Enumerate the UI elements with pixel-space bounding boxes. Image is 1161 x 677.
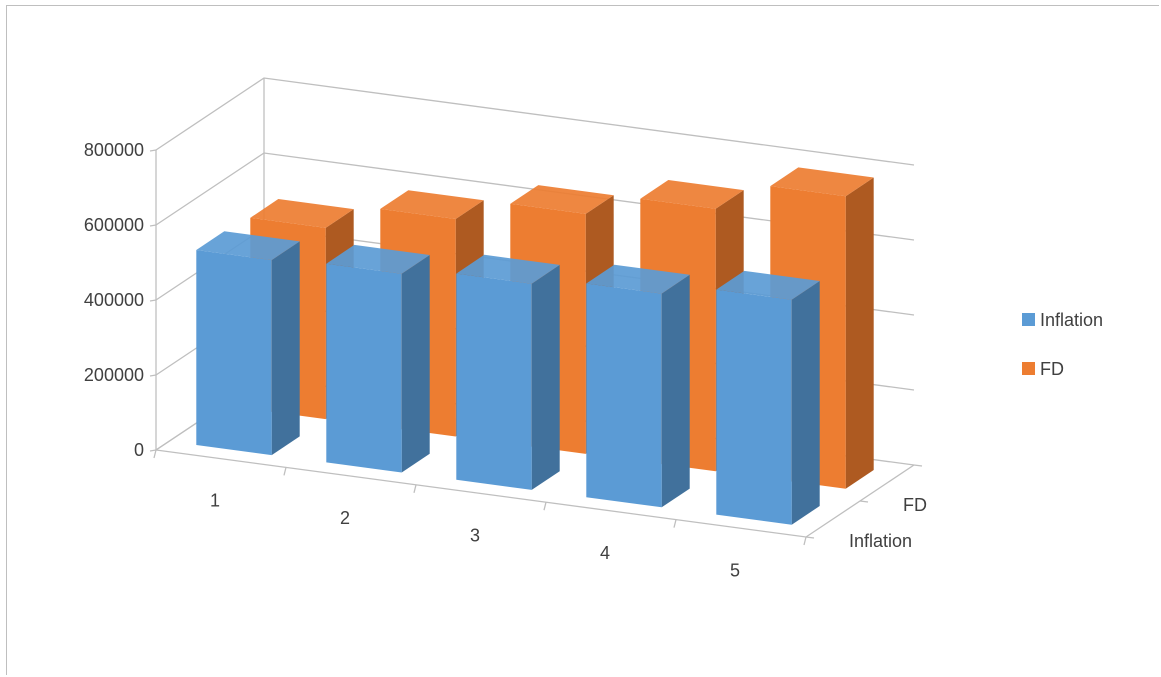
- bar-inflation-5: [716, 270, 820, 525]
- x-tick-mark: [673, 519, 677, 528]
- y-tick-mark: [149, 149, 157, 152]
- x-tick-mark: [413, 484, 417, 493]
- legend-label: Inflation: [1040, 310, 1103, 330]
- bar-inflation-4: [586, 264, 690, 508]
- x-tick-label: 4: [600, 543, 610, 563]
- x-axis-ticks: 1 2 3 4 5: [153, 449, 807, 580]
- y-axis-ticks: 0 200000 400000 600000 800000: [84, 140, 157, 460]
- depth-tick-label: Inflation: [849, 531, 912, 551]
- y-tick-mark: [149, 299, 157, 302]
- x-tick-label: 2: [340, 508, 350, 528]
- x-tick-label: 1: [210, 491, 220, 511]
- bar-inflation-3: [456, 254, 560, 490]
- x-tick-mark: [803, 536, 807, 546]
- depth-tick-mark: [859, 500, 869, 503]
- y-tick-label: 600000: [84, 215, 144, 235]
- x-tick-mark: [283, 467, 287, 476]
- depth-tick-mark: [805, 536, 815, 539]
- bar-inflation-2: [326, 244, 430, 473]
- x-tick-mark: [153, 449, 157, 459]
- x-tick-label: 3: [470, 526, 480, 546]
- y-tick-label: 0: [134, 440, 144, 460]
- x-tick-mark: [543, 502, 547, 511]
- y-tick-mark: [149, 374, 157, 377]
- y-tick-mark: [149, 224, 157, 227]
- gridline: [155, 77, 915, 166]
- depth-tick-label: FD: [903, 495, 927, 515]
- y-tick-label: 200000: [84, 365, 144, 385]
- legend-label: FD: [1040, 359, 1064, 379]
- bars: [196, 167, 874, 525]
- depth-axis-ticks: FD Inflation: [805, 464, 927, 551]
- depth-tick-mark: [913, 464, 923, 467]
- legend-swatch-fd: [1022, 362, 1035, 375]
- legend-swatch-inflation: [1022, 313, 1035, 326]
- y-tick-mark: [149, 449, 157, 452]
- bar-inflation-1: [196, 231, 300, 456]
- y-tick-label: 800000: [84, 140, 144, 160]
- legend: Inflation FD: [1022, 310, 1103, 379]
- y-tick-label: 400000: [84, 290, 144, 310]
- x-tick-label: 5: [730, 560, 740, 580]
